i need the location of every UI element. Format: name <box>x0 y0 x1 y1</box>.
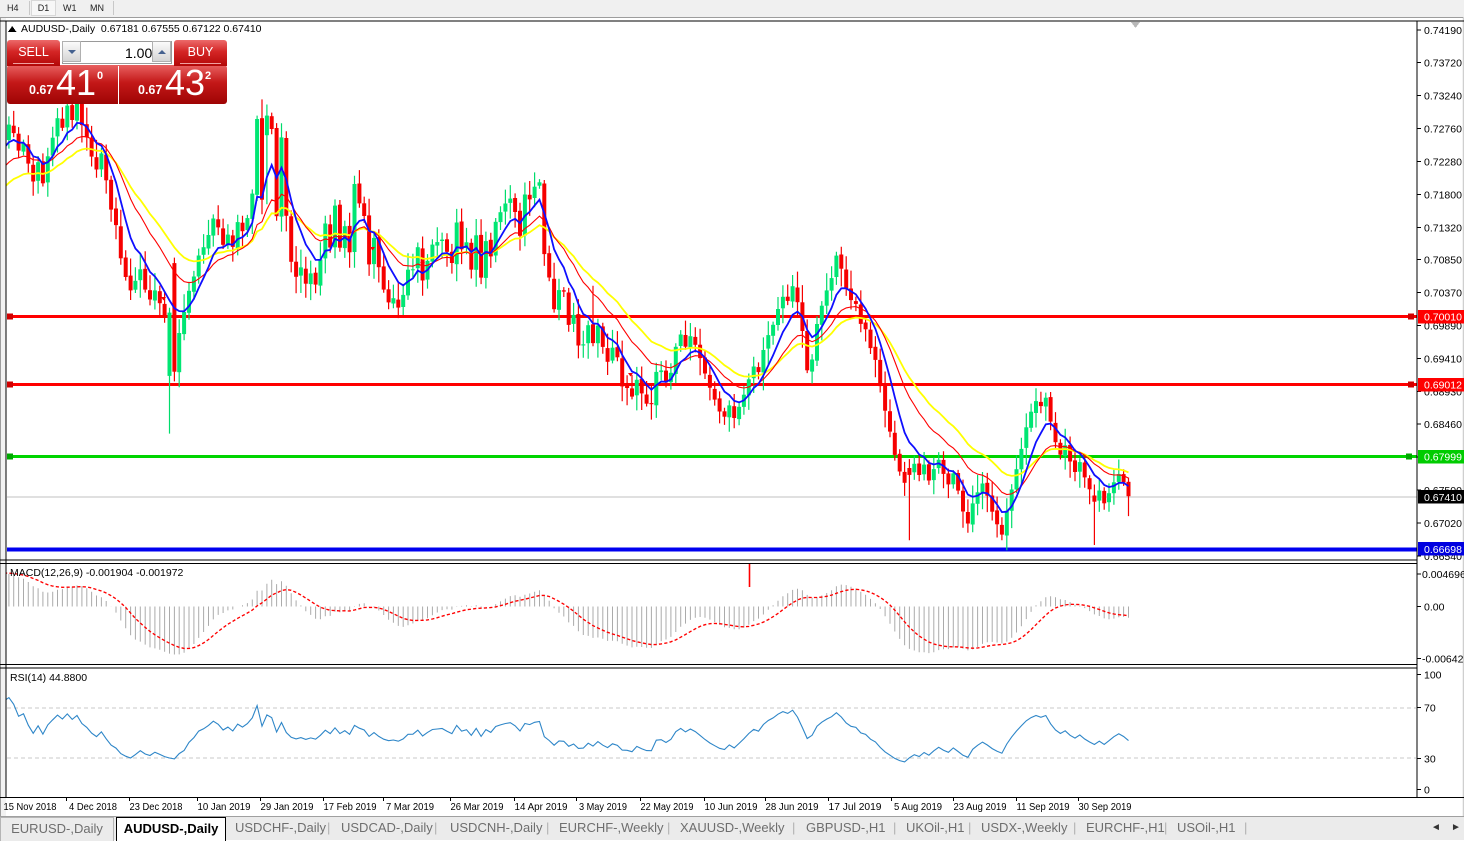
svg-text:0.69012: 0.69012 <box>1424 380 1462 392</box>
svg-text:0.71320: 0.71320 <box>1424 222 1462 234</box>
svg-text:0.71800: 0.71800 <box>1424 189 1462 201</box>
svg-text:0.70370: 0.70370 <box>1424 288 1462 300</box>
svg-text:0.73720: 0.73720 <box>1424 57 1462 69</box>
svg-text:11 Sep 2019: 11 Sep 2019 <box>1017 801 1070 813</box>
svg-text:0.70010: 0.70010 <box>1424 312 1462 324</box>
svg-text:0.70850: 0.70850 <box>1424 255 1462 267</box>
svg-text:0.00: 0.00 <box>1424 602 1445 614</box>
svg-text:0.72280: 0.72280 <box>1424 156 1462 168</box>
svg-text:10 Jan 2019: 10 Jan 2019 <box>198 801 251 813</box>
svg-text:17 Feb 2019: 17 Feb 2019 <box>324 801 377 813</box>
svg-text:29 Jan 2019: 29 Jan 2019 <box>261 801 314 813</box>
svg-text:0.66698: 0.66698 <box>1424 544 1462 556</box>
svg-text:0.004696: 0.004696 <box>1422 569 1464 581</box>
svg-text:15 Nov 2018: 15 Nov 2018 <box>4 801 57 813</box>
svg-text:70: 70 <box>1424 703 1436 715</box>
svg-text:26 Mar 2019: 26 Mar 2019 <box>451 801 504 813</box>
svg-text:0.67999: 0.67999 <box>1424 452 1462 464</box>
svg-text:0.69410: 0.69410 <box>1424 354 1462 366</box>
svg-text:14 Apr 2019: 14 Apr 2019 <box>515 801 568 813</box>
svg-text:0.67410: 0.67410 <box>1424 492 1462 504</box>
svg-text:23 Aug 2019: 23 Aug 2019 <box>954 801 1007 813</box>
svg-text:7 Mar 2019: 7 Mar 2019 <box>386 801 434 813</box>
svg-text:30 Sep 2019: 30 Sep 2019 <box>1079 801 1132 813</box>
svg-text:0.69890: 0.69890 <box>1424 321 1462 333</box>
svg-text:3 May 2019: 3 May 2019 <box>579 801 627 813</box>
svg-text:10 Jun 2019: 10 Jun 2019 <box>705 801 758 813</box>
svg-text:28 Jun 2019: 28 Jun 2019 <box>766 801 819 813</box>
svg-text:0: 0 <box>1424 784 1430 796</box>
svg-text:RSI(14) 44.8800: RSI(14) 44.8800 <box>10 672 87 684</box>
svg-text:22 May 2019: 22 May 2019 <box>641 801 694 813</box>
svg-text:23 Dec 2018: 23 Dec 2018 <box>130 801 183 813</box>
svg-text:30: 30 <box>1424 753 1436 765</box>
svg-text:AUDUSD-,Daily 0.67181 0.67555: AUDUSD-,Daily 0.67181 0.67555 0.67122 0.… <box>21 23 262 35</box>
svg-text:0.68460: 0.68460 <box>1424 419 1462 431</box>
svg-text:0.74190: 0.74190 <box>1424 25 1462 37</box>
svg-text:17 Jul 2019: 17 Jul 2019 <box>829 801 882 813</box>
svg-text:0.73240: 0.73240 <box>1424 90 1462 102</box>
svg-text:5 Aug 2019: 5 Aug 2019 <box>894 801 942 813</box>
svg-text:MACD(12,26,9) -0.001904 -0.001: MACD(12,26,9) -0.001904 -0.001972 <box>10 567 184 579</box>
svg-text:-0.006427: -0.006427 <box>1422 653 1464 665</box>
svg-text:100: 100 <box>1424 669 1442 681</box>
svg-text:0.72760: 0.72760 <box>1424 123 1462 135</box>
svg-text:0.67020: 0.67020 <box>1424 518 1462 530</box>
svg-text:4 Dec 2018: 4 Dec 2018 <box>69 801 117 813</box>
